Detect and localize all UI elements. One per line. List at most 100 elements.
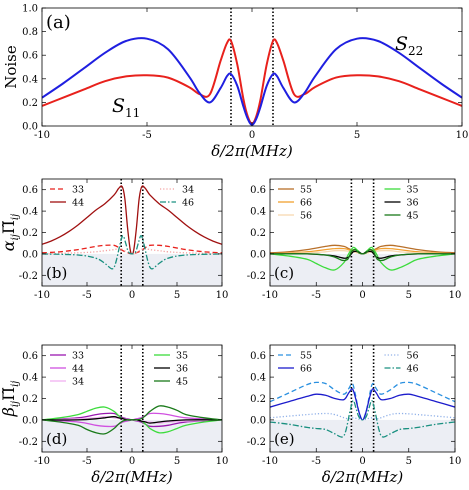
- legend-label-56: 56: [407, 351, 419, 362]
- y-tick-label: 0.4: [22, 373, 38, 384]
- legend-label-33: 33: [72, 185, 84, 196]
- legend-label-35: 35: [407, 185, 419, 196]
- legend-label-56: 56: [300, 211, 312, 222]
- panel-label: (e): [274, 430, 295, 448]
- negative-region-shade: [42, 419, 222, 452]
- series-44-line: [42, 185, 222, 255]
- x-tick-label: 10: [216, 290, 229, 301]
- x-tick-label: -5: [142, 130, 152, 141]
- y-tick-label: 0.6: [22, 185, 38, 196]
- x-tick-label: 5: [174, 456, 180, 467]
- series-group: [42, 185, 222, 270]
- y-tick-label: 0.0: [22, 415, 38, 426]
- legend-label-34: 34: [182, 185, 194, 196]
- x-tick-label: -5: [311, 456, 321, 467]
- y-tick-label: 0.4: [22, 74, 38, 85]
- y-axis-label: Noise: [2, 45, 20, 89]
- y-tick-label: 0.2: [22, 228, 38, 239]
- legend-label-35: 35: [176, 351, 188, 362]
- y-tick-label: 0.8: [22, 27, 38, 38]
- legend-label-44: 44: [72, 364, 84, 375]
- x-tick-label: 0: [129, 456, 135, 467]
- series-group: [270, 244, 455, 271]
- panel-label: (d): [46, 430, 67, 448]
- series-annotation-22: S22: [395, 33, 423, 58]
- x-tick-label: -10: [262, 290, 278, 301]
- series-annotation-11: S11: [112, 95, 140, 120]
- series-46-line: [42, 235, 222, 270]
- y-tick-label: 0.0: [22, 122, 38, 133]
- legend-label-45: 45: [176, 377, 188, 388]
- y-tick-label: 0.2: [22, 394, 38, 405]
- series-56-line: [270, 412, 455, 421]
- legend: 55 66 56 46: [278, 351, 419, 375]
- y-tick-label: 0.4: [250, 207, 266, 218]
- x-tick-label: 5: [174, 290, 180, 301]
- negative-region-shade: [42, 253, 222, 286]
- series-group: [270, 381, 455, 438]
- x-tick-label: -10: [34, 456, 50, 467]
- legend-label-44: 44: [72, 198, 84, 209]
- x-tick-label: 10: [449, 456, 462, 467]
- panel-label: (a): [46, 12, 71, 33]
- legend-label-66: 66: [300, 364, 312, 375]
- x-tick-label: -5: [82, 456, 92, 467]
- y-tick-label: 0.6: [22, 51, 38, 62]
- panel-a: -10 -5 0 5 10 0.0 0.2 0.4 0.6 0.8 1.0 (a) Noise δ/2π(…: [2, 4, 468, 161]
- x-tick-label: 10: [456, 130, 469, 141]
- legend-label-46: 46: [407, 364, 419, 375]
- x-tick-label: 5: [354, 130, 360, 141]
- negative-region-shade: [270, 253, 455, 286]
- y-tick-label: 0.2: [250, 394, 266, 405]
- y-tick-label: 0.4: [22, 207, 38, 218]
- x-tick-label: 0: [249, 130, 255, 141]
- x-tick-label: -5: [82, 290, 92, 301]
- x-tick-label: -10: [34, 290, 50, 301]
- x-axis-label: δ/2π(MHz): [91, 468, 173, 486]
- legend-label-34: 34: [72, 377, 84, 388]
- panel-c: -10 -5 0 5 10 -0.2 0.0 0.2 0.4 0.6 (c) 55 66 56 35 36 45: [247, 178, 462, 301]
- negative-region-shade: [270, 419, 455, 452]
- panel-label: (b): [46, 264, 67, 282]
- x-tick-label: 0: [359, 456, 365, 467]
- panel-e: -10 -5 0 5 10 -0.2 0.0 0.2 0.4 0.6 (e) δ/2π(MHz) 55 6…: [247, 344, 462, 486]
- y-tick-label: -0.2: [247, 437, 266, 448]
- series-46-line: [270, 399, 455, 438]
- panel-label: (c): [274, 264, 294, 282]
- y-tick-label: -0.2: [19, 437, 38, 448]
- y-axis-label: βijΠ̃ij: [0, 381, 21, 418]
- x-tick-label: -5: [311, 290, 321, 301]
- x-axis-label: δ/2π(MHz): [322, 468, 404, 486]
- legend-label-46: 46: [182, 198, 194, 209]
- series-group: [42, 405, 222, 435]
- legend-label-33: 33: [72, 351, 84, 362]
- series-66-line: [270, 388, 455, 421]
- x-tick-label: 5: [406, 456, 412, 467]
- panel-d: -10 -5 0 5 10 -0.2 0.0 0.2 0.4 0.6 (d) βijΠ̃ij δ/2π(…: [0, 344, 228, 486]
- y-tick-label: -0.2: [247, 271, 266, 282]
- series-45-line: [42, 405, 222, 435]
- y-tick-label: 0.6: [22, 351, 38, 362]
- panel-b: -10 -5 0 5 10-0.20.00.20.40.6(b)αijΠ̃ij33443…: [0, 178, 229, 301]
- y-tick-label: 0.0: [250, 249, 266, 260]
- x-tick-label: -10: [262, 456, 278, 467]
- series-55-line: [270, 381, 455, 421]
- series-34-line: [42, 247, 222, 255]
- legend-label-36: 36: [176, 364, 188, 375]
- legend-label-45: 45: [407, 211, 419, 222]
- x-tick-label: 0: [129, 290, 135, 301]
- x-tick-label: 10: [449, 290, 462, 301]
- x-tick-label: -10: [34, 130, 50, 141]
- y-tick-label: 0.2: [250, 228, 266, 239]
- y-tick-label: 1.0: [22, 4, 38, 15]
- y-tick-label: 0.4: [250, 373, 266, 384]
- y-tick-label: 0.0: [22, 249, 38, 260]
- legend-label-66: 66: [300, 198, 312, 209]
- plot-frame: [41, 7, 463, 127]
- legend-label-55: 55: [300, 351, 312, 362]
- y-tick-label: 0.0: [250, 415, 266, 426]
- y-tick-label: 0.6: [250, 351, 266, 362]
- x-tick-label: 5: [406, 290, 412, 301]
- legend: 33 44 34 46: [50, 185, 194, 209]
- legend-label-36: 36: [407, 198, 419, 209]
